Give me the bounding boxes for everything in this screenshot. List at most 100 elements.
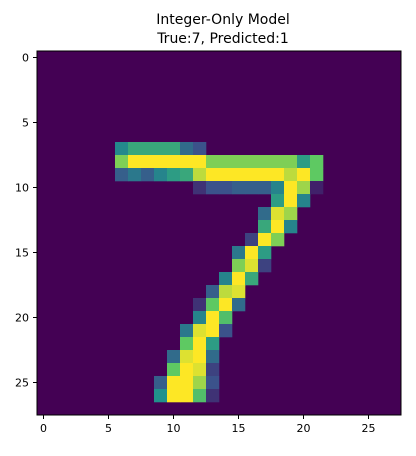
heatmap-cell <box>154 142 168 156</box>
heatmap-cell <box>141 168 155 182</box>
y-tick-label: 5 <box>22 117 29 130</box>
x-tick-label: 25 <box>362 422 376 435</box>
heatmap-cell <box>297 194 311 208</box>
heatmap-cell <box>284 155 298 169</box>
heatmap-cell <box>232 259 246 273</box>
heatmap-cell <box>193 181 207 195</box>
heatmap-cell <box>193 168 207 182</box>
heatmap-cell <box>167 363 181 377</box>
heatmap-cell <box>219 285 233 299</box>
heatmap-cell <box>167 376 181 390</box>
heatmap-cell <box>245 233 259 247</box>
x-tick-label: 20 <box>297 422 311 435</box>
heatmap-cell <box>258 207 272 221</box>
heatmap-cell <box>206 350 220 364</box>
heatmap-cell <box>284 220 298 234</box>
heatmap-cell <box>271 194 285 208</box>
heatmap-cell <box>271 155 285 169</box>
heatmap-cell <box>310 181 324 195</box>
heatmap-cell <box>193 376 207 390</box>
heatmap-cell <box>310 155 324 169</box>
heatmap-cell <box>245 168 259 182</box>
y-tick-label: 0 <box>22 52 29 65</box>
heatmap-cell <box>206 337 220 351</box>
heatmap-cell <box>219 324 233 338</box>
heatmap-cell <box>206 311 220 325</box>
heatmap-cell <box>258 220 272 234</box>
heatmap-cell <box>180 389 194 403</box>
heatmap-cell <box>232 272 246 286</box>
y-axis: 0 5 10 15 20 25 <box>15 52 37 390</box>
heatmap-cell <box>193 298 207 312</box>
heatmap-cell <box>245 259 259 273</box>
heatmap-cell <box>232 285 246 299</box>
heatmap-cell <box>115 142 129 156</box>
heatmap-cell <box>258 259 272 273</box>
heatmap-cell <box>206 376 220 390</box>
heatmap-cell <box>180 363 194 377</box>
heatmap-cell <box>232 298 246 312</box>
heatmap-cell <box>154 389 168 403</box>
heatmap-cell <box>232 246 246 260</box>
heatmap-cell <box>180 350 194 364</box>
heatmap-cell <box>154 376 168 390</box>
heatmap-cell <box>206 168 220 182</box>
heatmap-cell <box>167 142 181 156</box>
heatmap-cell <box>219 311 233 325</box>
heatmap-cell <box>206 285 220 299</box>
y-tick-label: 10 <box>15 182 29 195</box>
heatmap-cell <box>284 194 298 208</box>
heatmap-cell <box>284 207 298 221</box>
heatmap-cell <box>310 168 324 182</box>
heatmap-cell <box>245 272 259 286</box>
heatmap-cell <box>141 142 155 156</box>
heatmap-cell <box>206 389 220 403</box>
y-tick-label: 15 <box>15 247 29 260</box>
heatmap-cell <box>271 168 285 182</box>
heatmap-cell <box>193 311 207 325</box>
heatmap-cells <box>37 51 401 415</box>
heatmap-cell <box>193 142 207 156</box>
heatmap-cell <box>297 155 311 169</box>
heatmap-cell <box>180 142 194 156</box>
heatmap-cell <box>193 155 207 169</box>
heatmap-cell <box>115 155 129 169</box>
heatmap-cell <box>219 168 233 182</box>
heatmap-cell <box>128 155 142 169</box>
heatmap-cell <box>167 389 181 403</box>
x-tick-label: 0 <box>40 422 47 435</box>
heatmap-cell <box>232 181 246 195</box>
heatmap-cell <box>297 168 311 182</box>
heatmap-cell <box>206 298 220 312</box>
heatmap-cell <box>258 155 272 169</box>
heatmap-cell <box>167 350 181 364</box>
heatmap-cell <box>271 181 285 195</box>
x-tick-label: 5 <box>105 422 112 435</box>
heatmap-cell <box>206 324 220 338</box>
heatmap-cell <box>193 324 207 338</box>
chart-subtitle: True:7, Predicted:1 <box>156 31 289 47</box>
heatmap-cell <box>219 298 233 312</box>
heatmap-cell <box>193 337 207 351</box>
heatmap-cell <box>245 155 259 169</box>
heatmap-cell <box>167 168 181 182</box>
heatmap-cell <box>193 350 207 364</box>
heatmap-cell <box>128 168 142 182</box>
heatmap-cell <box>206 155 220 169</box>
plot-frame <box>36 50 402 416</box>
heatmap-cell <box>180 376 194 390</box>
heatmap-cell <box>271 207 285 221</box>
heatmap-cell <box>219 272 233 286</box>
heatmap-cell <box>232 168 246 182</box>
x-axis: 0 5 10 15 20 25 <box>40 415 376 435</box>
y-tick-label: 25 <box>15 377 29 390</box>
heatmap-cell <box>167 155 181 169</box>
heatmap-cell <box>141 155 155 169</box>
heatmap-cell <box>219 155 233 169</box>
heatmap-cell <box>180 324 194 338</box>
heatmap-cell <box>258 168 272 182</box>
heatmap-cell <box>206 363 220 377</box>
heatmap-cell <box>258 233 272 247</box>
heatmap-cell <box>271 233 285 247</box>
